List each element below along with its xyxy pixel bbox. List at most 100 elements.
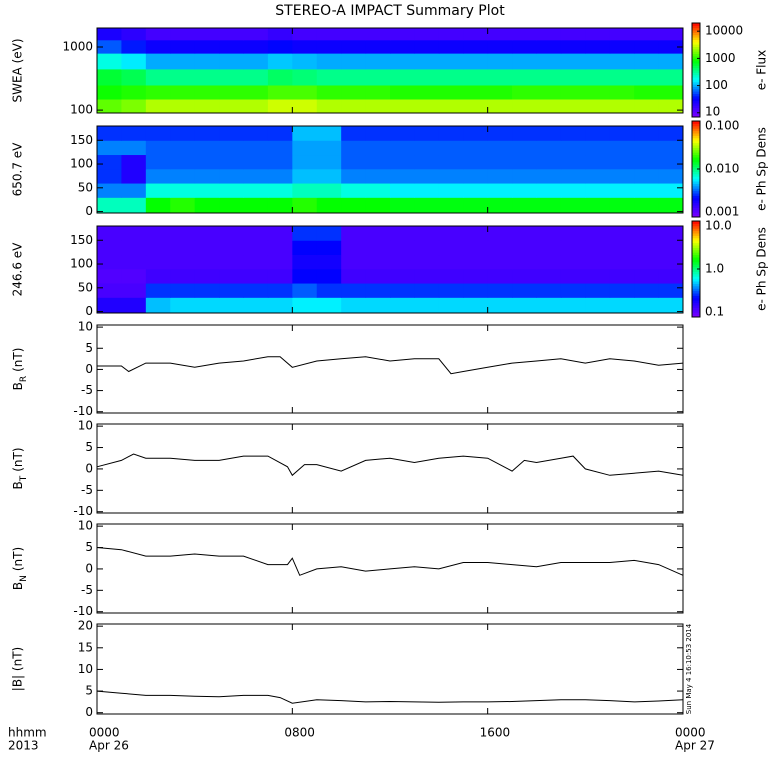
heatmap-cell <box>121 98 147 114</box>
heatmap-cell <box>414 53 440 70</box>
heatmap-cell <box>97 53 122 70</box>
heatmap-cell <box>414 197 440 214</box>
heatmap-cell <box>560 53 586 70</box>
y-axis-label: |B| (nT) <box>11 647 25 691</box>
heatmap-cell <box>341 68 367 86</box>
heatmap-cell <box>316 28 342 41</box>
y-tick-label: 10 <box>78 320 93 334</box>
heatmap-cell <box>97 140 122 156</box>
heatmap-cell <box>97 254 122 270</box>
heatmap-cell <box>341 126 367 141</box>
heatmap-cell <box>219 39 244 54</box>
heatmap-cell <box>438 254 464 270</box>
heatmap-cell <box>585 226 611 241</box>
heatmap-cell <box>145 140 171 156</box>
colorbar-segment <box>692 293 700 296</box>
colorbar-segment <box>692 128 700 132</box>
y-tick-label: 0 <box>85 362 93 376</box>
heatmap-cell <box>170 183 196 198</box>
colorbar-segment <box>692 91 700 94</box>
heatmap-cell <box>121 140 147 156</box>
y-label-sub: R <box>19 376 29 382</box>
heatmap-cell <box>121 283 147 298</box>
y-axis-label: 246.6 eV <box>11 242 25 297</box>
heatmap-cell <box>341 226 367 241</box>
panel-frame <box>96 27 684 114</box>
colorbar-segment <box>692 37 700 40</box>
heatmap-cell <box>145 254 171 270</box>
heatmap-cell <box>463 197 489 214</box>
heatmap-cell <box>487 254 513 270</box>
colorbar-segment <box>692 25 700 29</box>
heatmap-cell <box>609 140 635 156</box>
colorbar-segment <box>692 93 700 97</box>
heatmap-cell <box>97 240 122 256</box>
heatmap-cell <box>170 68 196 86</box>
heatmap-cell <box>512 68 537 86</box>
colorbar-segment <box>692 228 700 232</box>
colorbar-segment <box>692 183 700 187</box>
heatmap-cell <box>560 240 586 256</box>
heatmap-cell <box>97 268 122 284</box>
heatmap-cell <box>463 140 489 156</box>
heatmap-cell <box>438 283 464 298</box>
y-label-unit: (nT) <box>11 447 25 471</box>
heatmap-cell <box>463 297 489 314</box>
heatmap-cell <box>512 297 537 314</box>
heatmap-cell <box>487 39 513 54</box>
heatmap-cell <box>194 226 220 241</box>
timestamp: Sun May 4 16:10:53 2014 <box>685 623 693 714</box>
heatmap-cell <box>219 283 244 298</box>
heatmap-cell <box>97 28 122 41</box>
heatmap-cell <box>414 254 440 270</box>
colorbar-segment <box>692 202 700 206</box>
heatmap-cell <box>658 268 684 284</box>
heatmap-cell <box>243 154 269 170</box>
heatmap-cell <box>390 226 415 241</box>
heatmap-cell <box>97 197 122 214</box>
colorbar-segment <box>692 237 700 241</box>
heatmap-cell <box>145 168 171 184</box>
colorbar-segment <box>692 23 700 26</box>
heatmap-cell <box>145 84 171 100</box>
heatmap-cell <box>536 168 562 184</box>
heatmap-cell <box>560 254 586 270</box>
heatmap-cell <box>487 126 513 141</box>
heatmap-cell <box>390 168 415 184</box>
colorbar-segment <box>692 65 700 69</box>
colorbar-segment <box>692 245 700 248</box>
heatmap-cell <box>243 126 269 141</box>
colorbar-segment <box>692 288 700 292</box>
heatmap-cell <box>634 84 660 100</box>
heatmap-cell <box>267 126 293 141</box>
heatmap-cell <box>243 197 269 214</box>
heatmap-cell <box>97 98 122 114</box>
colorbar-segment <box>692 39 700 43</box>
y-tick-label: 0 <box>85 561 93 575</box>
heatmap-cell <box>145 268 171 284</box>
heatmap-cell <box>170 197 196 214</box>
colorbar-tick-label: 0.001 <box>705 205 739 219</box>
heatmap-cell <box>316 183 342 198</box>
heatmap-cell <box>414 154 440 170</box>
heatmap-cell <box>463 254 489 270</box>
heatmap-cell <box>560 84 586 100</box>
heatmap-cell <box>194 283 220 298</box>
heatmap-cell <box>560 28 586 41</box>
heatmap-cell <box>219 197 244 214</box>
heatmap-cell <box>609 183 635 198</box>
colorbar-segment <box>692 161 700 165</box>
heatmap-cell <box>634 28 660 41</box>
heatmap-cell <box>463 226 489 241</box>
colorbar-segment <box>692 95 700 99</box>
panel-frame <box>96 125 684 214</box>
heatmap-cell <box>585 283 611 298</box>
heatmap-cell <box>365 140 391 156</box>
colorbar-segment <box>692 221 700 224</box>
heatmap-cell <box>658 126 684 141</box>
heatmap-cell <box>121 240 147 256</box>
y-label-main: B <box>11 382 25 390</box>
heatmap-cell <box>634 226 660 241</box>
heatmap-cell <box>243 53 269 70</box>
